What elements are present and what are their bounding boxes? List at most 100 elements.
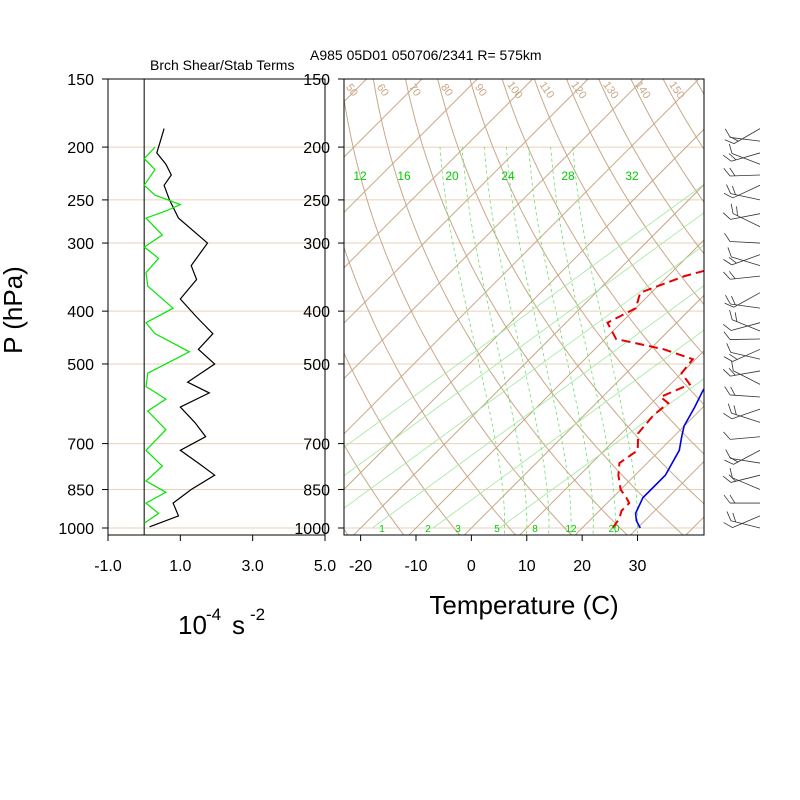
left-ytick-label-300: 300 <box>67 236 94 253</box>
mixing-label-20: 20 <box>445 169 459 183</box>
wind-barb-950 <box>723 515 761 528</box>
barb-flag <box>722 154 732 162</box>
moist-adiabat-16 <box>483 147 550 535</box>
wind-barb-760 <box>725 449 761 464</box>
mixing-line-28 <box>432 329 704 529</box>
right-ytick-label-150: 150 <box>303 72 330 89</box>
mixing-line-12 <box>344 184 704 448</box>
barb-staff <box>733 449 761 465</box>
mixing-label-12: 12 <box>353 169 367 183</box>
x-unit-s-exp: -2 <box>250 605 265 624</box>
wind-barb-195 <box>724 128 761 142</box>
mixing-line-32 <box>499 378 704 529</box>
barb-flag-2 <box>729 353 738 360</box>
barb-staff <box>733 128 761 144</box>
dry-adiabat-430 <box>781 63 800 540</box>
barb-staff <box>732 477 761 490</box>
barb-staff <box>731 254 761 266</box>
wind-barb-300 <box>724 232 761 244</box>
moist-adiabat-20 <box>506 147 572 535</box>
barb-flag <box>723 356 733 362</box>
series-dewpoint <box>606 269 704 529</box>
left-ytick-label-150: 150 <box>67 72 94 89</box>
mixing-line-24 <box>371 285 704 529</box>
right-x-tick-labels: -20 -10 0 10 20 30 <box>349 535 647 575</box>
dry-adiabat-310 <box>404 79 684 535</box>
barb-staff <box>731 256 761 266</box>
right-chart-title: A985 05D01 050706/2341 R= 575km <box>310 47 542 63</box>
dry-adiabat-300 <box>372 79 628 535</box>
barb-flag <box>723 522 733 528</box>
dry-adiabat-260 <box>344 443 405 535</box>
mixing-label-32: 32 <box>625 169 639 183</box>
wind-barb-250 <box>726 184 761 201</box>
wind-barb-395 <box>725 295 761 309</box>
bottom-label-8: 8 <box>532 524 538 535</box>
right-ytick-label-300: 300 <box>303 236 330 253</box>
theta-label-90: 90 <box>472 82 489 99</box>
barb-flag <box>727 403 732 414</box>
wind-barb-420 <box>722 322 761 331</box>
barb-flag <box>723 259 733 266</box>
theta-label-110: 110 <box>537 80 557 101</box>
bottom-label-20: 20 <box>608 524 620 535</box>
theta-label-70: 70 <box>406 82 423 99</box>
theta-label-100: 100 <box>504 79 524 101</box>
wind-barbs <box>722 128 761 529</box>
barb-flag <box>729 468 733 478</box>
barb-flag <box>725 449 731 459</box>
wind-barb-330 <box>727 247 761 266</box>
barb-flag-2 <box>731 295 736 305</box>
barb-flag-2 <box>728 368 736 376</box>
right-background-lines <box>344 63 800 540</box>
barb-flag <box>726 511 732 521</box>
barb-staff <box>729 338 761 340</box>
barb-staff <box>730 137 761 142</box>
barb-flag-2 <box>730 386 736 396</box>
dry-adiabat-340 <box>501 79 704 406</box>
right-xtick-label--20: -20 <box>349 558 372 575</box>
barb-flag-2 <box>728 153 737 161</box>
isotherm--10 <box>408 239 704 535</box>
barb-flag <box>724 232 731 242</box>
barb-staff <box>730 303 761 309</box>
isotherm--90 <box>344 79 423 158</box>
barb-flag <box>729 309 733 320</box>
dry-adiabat-420 <box>750 63 800 540</box>
barb-flag <box>724 139 735 145</box>
left-xtick-label--1.0: -1.0 <box>94 558 122 575</box>
barb-flag <box>728 143 733 154</box>
barb-flag-2 <box>729 167 736 177</box>
barb-flag <box>730 203 734 214</box>
barb-flag <box>723 431 731 440</box>
x-axis-label-right: Temperature (C) <box>429 590 618 620</box>
wind-barb-545 <box>731 360 761 385</box>
wind-barb-345 <box>723 271 761 280</box>
dry-adiabat-250 <box>344 528 349 535</box>
barb-flag <box>726 184 732 194</box>
barb-staff <box>730 370 761 377</box>
right-y-tick-labels: 150 200 250 300 400 500 700 850 1000 <box>294 72 344 538</box>
wind-barb-850 <box>729 468 761 490</box>
series-temperature <box>634 387 704 529</box>
isotherm--20 <box>353 183 704 535</box>
left-series-group <box>143 128 216 528</box>
wind-barb-640 <box>727 403 761 423</box>
wind-barb-235 <box>723 184 761 199</box>
bottom-label-3: 3 <box>455 524 461 535</box>
theta-label-140: 140 <box>632 79 652 101</box>
barb-flag-2 <box>728 257 737 264</box>
barb-flag <box>722 212 731 220</box>
right-ytick-label-200: 200 <box>303 140 330 157</box>
series-shear <box>149 128 216 528</box>
barb-staff <box>732 515 761 528</box>
right-xtick-label-10: 10 <box>518 558 536 575</box>
barb-staff <box>730 520 761 529</box>
wind-barb-185 <box>724 128 761 145</box>
theta-label-50: 50 <box>343 82 360 99</box>
wind-barb-490 <box>726 343 761 360</box>
left-ytick-label-700: 700 <box>67 437 94 454</box>
